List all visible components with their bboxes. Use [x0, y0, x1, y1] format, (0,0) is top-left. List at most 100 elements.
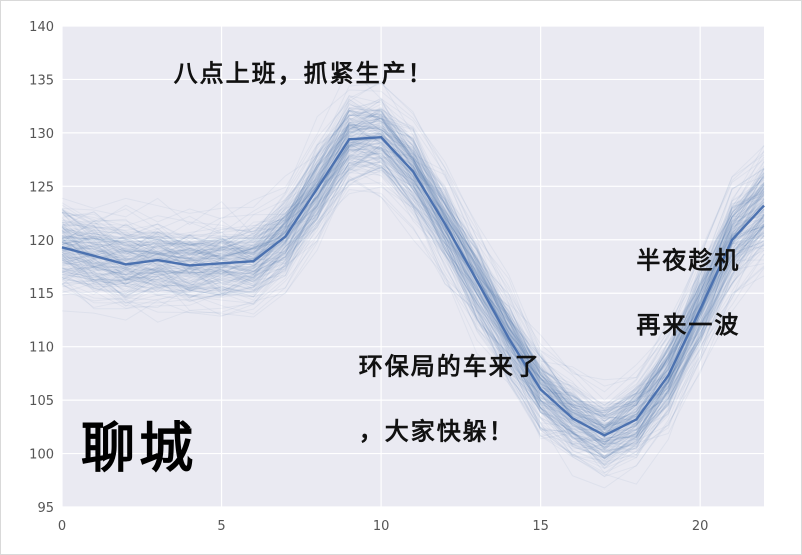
plot-background	[62, 26, 764, 507]
realization-line	[61, 98, 765, 416]
realization-line	[61, 109, 765, 417]
realization-line	[61, 166, 765, 474]
realization-line	[61, 139, 765, 433]
realization-line	[61, 98, 765, 411]
realization-line	[61, 122, 765, 429]
realization-line	[61, 134, 765, 437]
realization-line	[61, 113, 765, 430]
realization-line	[61, 124, 765, 426]
realization-line	[61, 107, 765, 428]
realization-line	[61, 114, 765, 416]
annotation-inspection-1: 环保局的车来了	[359, 352, 541, 380]
realization-line	[61, 146, 765, 460]
realization-line	[61, 127, 765, 428]
realization-line	[61, 153, 765, 459]
realization-line	[61, 152, 765, 459]
realization-line	[61, 135, 765, 449]
y-tick-label: 125	[29, 180, 54, 195]
realization-line	[61, 161, 765, 460]
realization-line	[61, 155, 765, 458]
x-tick-label: 5	[217, 519, 225, 534]
realization-line	[61, 159, 765, 474]
realization-line	[61, 140, 765, 457]
realization-line	[61, 143, 765, 443]
realization-line	[61, 108, 765, 405]
realization-line	[61, 120, 765, 417]
realization-line	[61, 117, 765, 429]
realization-line	[61, 107, 765, 406]
y-tick-label: 130	[29, 127, 54, 142]
realization-line	[61, 162, 765, 459]
y-tick-label: 95	[37, 501, 54, 516]
realization-line	[61, 182, 765, 478]
y-tick-label: 110	[29, 341, 54, 356]
realization-line	[61, 140, 765, 459]
realization-line	[61, 110, 765, 418]
realization-line	[61, 104, 765, 424]
realization-line	[61, 111, 765, 420]
realization-line	[61, 147, 765, 448]
realization-line	[61, 155, 765, 457]
y-tick-label: 115	[29, 287, 54, 302]
realization-line	[61, 133, 765, 436]
realization-line	[61, 108, 765, 429]
realization-line	[61, 112, 765, 438]
realization-line	[61, 82, 765, 393]
realization-line	[61, 143, 765, 441]
realization-line	[61, 123, 765, 436]
realization-line	[61, 160, 765, 467]
x-tick-label: 0	[58, 519, 66, 534]
realization-line	[61, 89, 765, 381]
realization-line	[61, 164, 765, 466]
realization-line	[61, 159, 765, 463]
realization-line	[61, 134, 765, 446]
realization-line	[61, 144, 765, 443]
realization-line	[61, 124, 765, 434]
realization-line	[61, 114, 765, 416]
realization-line	[61, 113, 765, 429]
realization-line	[61, 160, 765, 462]
realization-line	[61, 106, 765, 413]
realization-line	[61, 123, 765, 429]
realization-line	[61, 136, 765, 448]
realization-line	[61, 136, 765, 440]
realization-line	[61, 124, 765, 430]
realization-line	[61, 169, 765, 466]
realization-line	[61, 145, 765, 467]
realization-line	[61, 145, 765, 439]
realization-line	[61, 126, 765, 427]
realization-line	[61, 155, 765, 465]
y-tick-label: 100	[29, 448, 54, 463]
annotation-midnight-2: 再来一波	[636, 311, 740, 339]
realization-line	[61, 136, 765, 430]
realization-line	[61, 141, 765, 449]
realization-line	[61, 121, 765, 426]
realization-line	[61, 146, 765, 458]
realization-line	[61, 110, 765, 431]
realization-line	[61, 102, 765, 414]
realization-line	[61, 141, 765, 442]
realization-line	[61, 125, 765, 443]
realization-line	[61, 144, 765, 438]
realization-line	[61, 142, 765, 446]
realization-line	[61, 117, 765, 434]
x-axis-ticks: 0 5 10 15 20	[58, 519, 709, 534]
realization-line	[61, 107, 765, 422]
realization-line	[61, 119, 765, 428]
realization-line	[61, 168, 765, 460]
realization-line	[61, 167, 765, 469]
realization-line	[61, 107, 765, 429]
annotation-city-name: 聊城	[81, 416, 197, 479]
realization-line	[61, 122, 765, 417]
realization-line	[61, 108, 765, 420]
realization-line	[61, 97, 765, 406]
realization-line	[61, 124, 765, 434]
realization-line	[61, 141, 765, 446]
realization-line	[61, 118, 765, 426]
y-tick-label: 140	[29, 20, 54, 35]
realization-line	[61, 109, 765, 414]
realization-line	[61, 146, 765, 447]
realization-line	[61, 80, 765, 411]
realization-line	[61, 157, 765, 452]
annotation-inspection-2: ，大家快躲！	[359, 418, 515, 446]
